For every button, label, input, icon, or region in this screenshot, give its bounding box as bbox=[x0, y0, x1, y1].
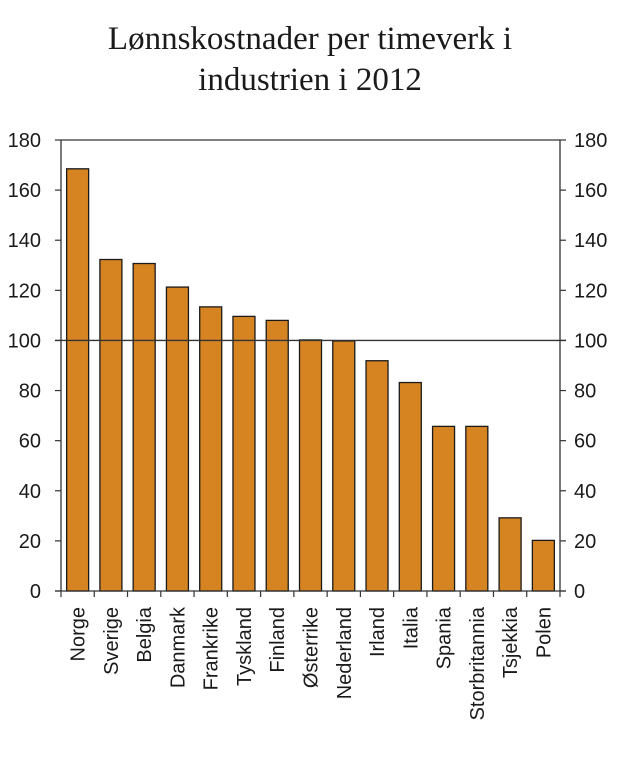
y-tick-label-left: 160 bbox=[8, 180, 41, 202]
category-label: Tsjekkia bbox=[500, 606, 522, 678]
y-tick-label-left: 20 bbox=[19, 531, 41, 553]
category-label: Spania bbox=[434, 606, 456, 669]
y-tick-label-right: 100 bbox=[574, 330, 607, 352]
bar-storbritannia bbox=[465, 425, 489, 592]
category-label: Storbritannia bbox=[467, 606, 489, 720]
y-tick-label-right: 120 bbox=[574, 280, 607, 302]
category-label: Finland bbox=[267, 607, 289, 673]
y-tick-label-left: 180 bbox=[8, 130, 41, 152]
y-tick-label-right: 160 bbox=[574, 180, 607, 202]
category-label: Frankrike bbox=[201, 607, 223, 690]
y-tick-label-right: 40 bbox=[574, 481, 596, 503]
bar-østerrike bbox=[298, 339, 323, 592]
category-label: Østerrike bbox=[301, 607, 323, 688]
bar-nederland bbox=[332, 340, 356, 592]
y-tick-label-left: 40 bbox=[19, 481, 41, 503]
y-tick-label-left: 80 bbox=[19, 381, 41, 403]
bar-danmark bbox=[165, 286, 190, 592]
y-tick-label-left: 100 bbox=[8, 330, 41, 352]
category-label: Italia bbox=[400, 606, 422, 649]
y-tick-label-right: 180 bbox=[574, 130, 607, 152]
category-label: Polen bbox=[533, 607, 555, 658]
y-tick-label-right: 20 bbox=[574, 531, 596, 553]
bar-irland bbox=[365, 360, 389, 592]
chart-title-line-2: industrien i 2012 bbox=[198, 62, 422, 98]
y-tick-label-left: 120 bbox=[8, 280, 41, 302]
bar-belgia bbox=[132, 262, 156, 592]
category-label: Nederland bbox=[334, 607, 356, 699]
category-label: Irland bbox=[367, 607, 389, 657]
bar-tsjekkia bbox=[498, 517, 522, 592]
y-tick-label-right: 60 bbox=[574, 431, 596, 453]
bar-tyskland bbox=[232, 315, 256, 592]
category-label: Sverige bbox=[101, 607, 123, 675]
bar-sverige bbox=[99, 258, 123, 592]
bar-frankrike bbox=[199, 306, 223, 592]
chart-title-line-1: Lønnskostnader per timeverk i bbox=[108, 21, 512, 57]
bar-norge bbox=[65, 168, 90, 592]
bar-italia bbox=[398, 381, 422, 592]
category-label: Belgia bbox=[134, 606, 156, 662]
category-label: Norge bbox=[68, 607, 90, 661]
category-label: Danmark bbox=[167, 606, 189, 688]
bar-finland bbox=[265, 319, 289, 592]
y-tick-label-right: 80 bbox=[574, 381, 596, 403]
y-tick-label-left: 0 bbox=[30, 581, 41, 603]
y-tick-label-left: 60 bbox=[19, 431, 41, 453]
bar-spania bbox=[431, 425, 456, 592]
bar-polen bbox=[531, 539, 556, 592]
category-label: Tyskland bbox=[234, 607, 256, 686]
y-tick-label-right: 140 bbox=[574, 230, 607, 252]
y-tick-label-left: 140 bbox=[8, 230, 41, 252]
y-tick-label-right: 0 bbox=[574, 581, 585, 603]
